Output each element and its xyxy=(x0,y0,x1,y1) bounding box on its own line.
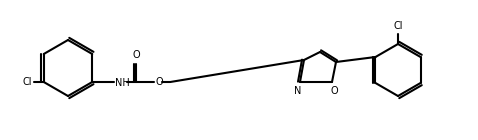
Text: Cl: Cl xyxy=(393,21,403,31)
Text: O: O xyxy=(155,77,163,87)
Text: O: O xyxy=(132,50,140,60)
Text: N: N xyxy=(294,86,302,96)
Text: Cl: Cl xyxy=(22,77,32,87)
Text: O: O xyxy=(330,86,338,96)
Text: NH: NH xyxy=(115,78,130,88)
